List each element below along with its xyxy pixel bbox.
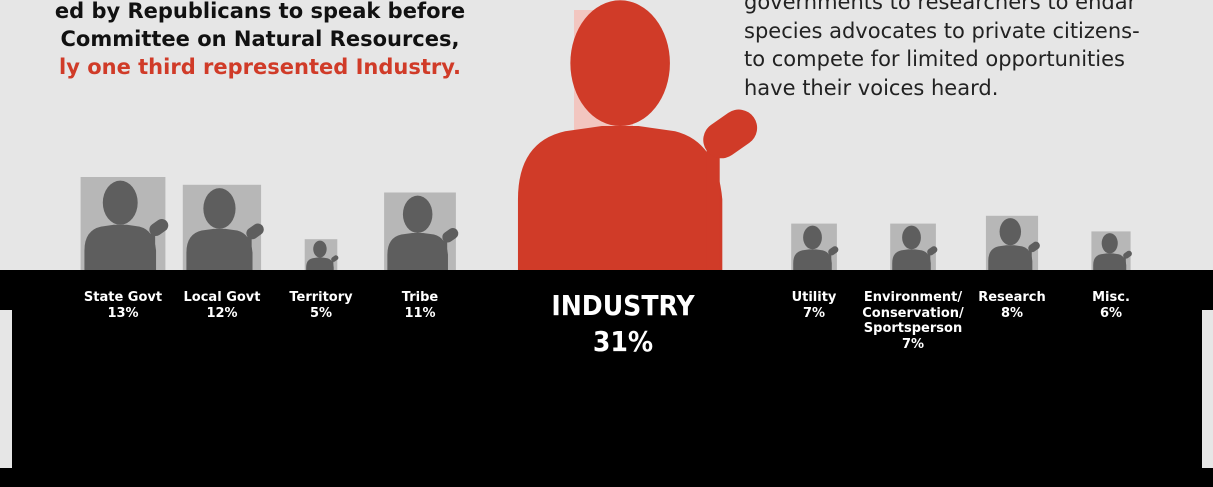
label-5: Utility 7% [759, 290, 869, 321]
label-pct: 7% [802, 305, 826, 321]
label-name: Research [978, 290, 1046, 305]
label-name: Territory [289, 290, 353, 305]
label-pct: 11% [404, 305, 436, 321]
label-name: Environment/ Conservation/ Sportsperson [862, 290, 964, 336]
label-industry-name: INDUSTRY [551, 289, 695, 322]
label-name: Misc. [1092, 290, 1130, 305]
intro-text: ed by Republicans to speak before Commit… [0, 0, 540, 81]
bar-figure-3 [387, 195, 459, 278]
label-3: Tribe 11% [365, 290, 475, 321]
label-8: Misc. 6% [1056, 290, 1166, 321]
label-2: Territory 5% [266, 290, 376, 321]
label-1: Local Govt 12% [167, 290, 277, 321]
label-7: Research 8% [957, 290, 1067, 321]
bar-figure-1 [186, 188, 264, 278]
label-pct: 6% [1099, 305, 1123, 321]
label-name: Utility [791, 290, 837, 305]
label-pct: 13% [107, 305, 139, 321]
label-name: Local Govt [183, 290, 261, 305]
bar-figure-7 [988, 218, 1040, 278]
intro-line-1: ed by Republicans to speak before [54, 0, 466, 23]
label-industry-pct: 31% [592, 325, 654, 358]
label-name: State Govt [83, 290, 163, 305]
side-text: governments to researchers to endar spec… [744, 0, 1140, 100]
intro-line-2: Committee on Natural Resources, [60, 27, 460, 51]
label-pct: 12% [206, 305, 238, 321]
label-pct: 7% [901, 336, 925, 352]
label-6: Environment/ Conservation/ Sportsperson 7… [858, 290, 968, 352]
intro-line-3-highlight: ly one third represented Industry. [59, 55, 461, 79]
bar-figure-0 [84, 180, 169, 278]
bar-industry-figure [517, 0, 758, 278]
label-pct: 8% [1000, 305, 1024, 321]
label-0: State Govt 13% [68, 290, 178, 321]
label-industry: INDUSTRY 31% [538, 288, 708, 360]
podium [0, 270, 1213, 487]
label-pct: 5% [309, 305, 333, 321]
label-name: Tribe [401, 290, 439, 305]
